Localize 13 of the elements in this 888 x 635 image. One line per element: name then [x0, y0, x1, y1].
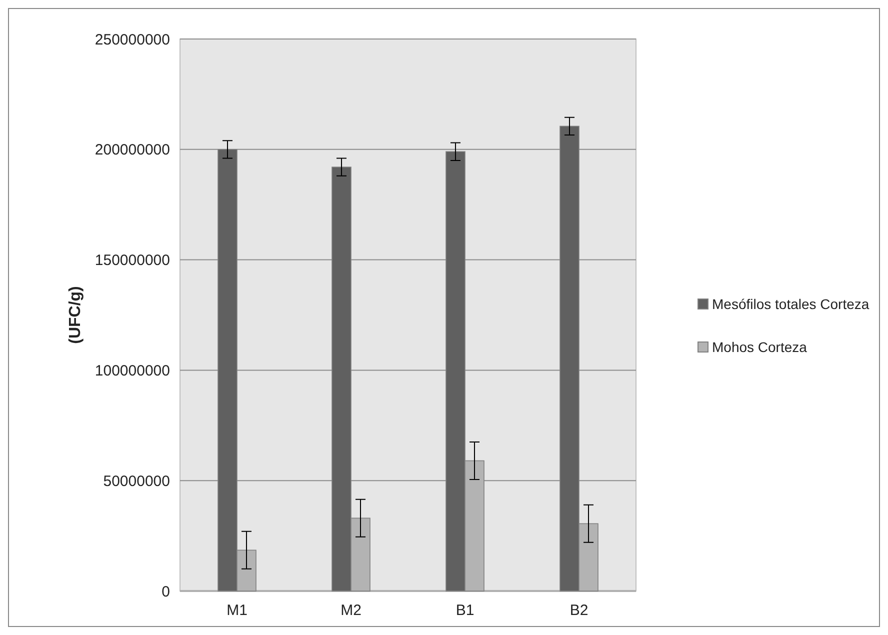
y-tick-label: 100000000	[94, 362, 170, 380]
x-tick-label: M2	[340, 602, 362, 619]
y-tick-label: 0	[162, 583, 170, 600]
y-tick-label: 150000000	[94, 252, 170, 270]
y-tick-label: 200000000	[94, 142, 170, 159]
x-tick-label: B1	[456, 602, 474, 619]
legend-label: Mohos Corteza	[712, 338, 808, 355]
x-tick-label: B2	[570, 602, 588, 619]
y-tick-label: 250000000	[94, 31, 170, 48]
y-tick-label: 50000000	[103, 472, 170, 490]
y-axis-title: (UFC/g)	[67, 286, 84, 344]
legend-label: Mesófilos totales Corteza	[712, 296, 870, 312]
x-tick-label: M1	[226, 602, 248, 619]
